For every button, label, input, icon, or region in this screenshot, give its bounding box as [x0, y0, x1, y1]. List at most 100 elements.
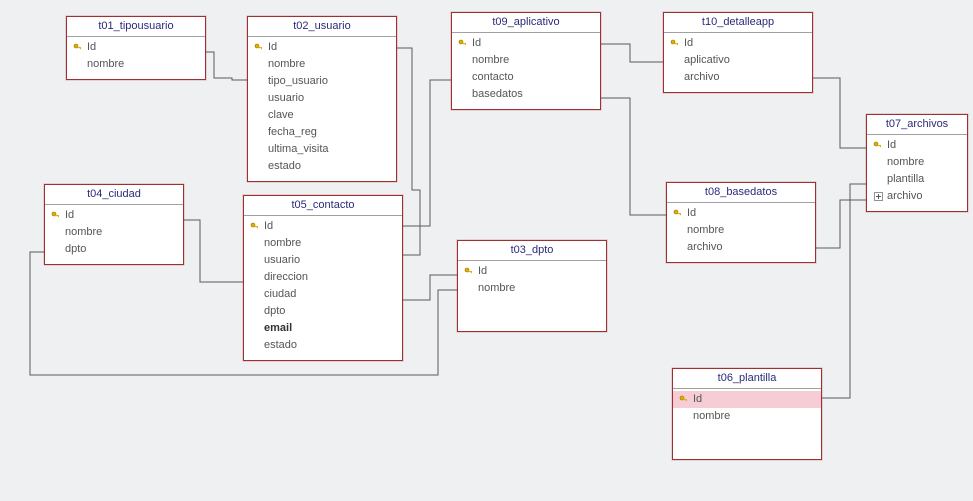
key-icon: [49, 211, 63, 221]
field-name: basedatos: [470, 87, 523, 102]
field-name: nombre: [262, 236, 301, 251]
key-icon: [668, 39, 682, 49]
field-row[interactable]: nombre: [244, 235, 402, 252]
field-name: nombre: [470, 53, 509, 68]
field-row[interactable]: nombre: [248, 56, 396, 73]
field-row[interactable]: estado: [244, 337, 402, 354]
field-row[interactable]: usuario: [244, 252, 402, 269]
field-row[interactable]: nombre: [45, 224, 183, 241]
field-row[interactable]: Id: [244, 218, 402, 235]
field-name: archivo: [685, 240, 722, 255]
table-body: Id nombre plantilla archivo: [867, 135, 967, 211]
field-row[interactable]: Id: [67, 39, 205, 56]
table-t01-tipousuario[interactable]: t01_tipousuario Id nombre: [66, 16, 206, 80]
field-name: estado: [262, 338, 297, 353]
field-row[interactable]: archivo: [867, 188, 967, 205]
field-name: estado: [266, 159, 301, 174]
table-t08-basedatos[interactable]: t08_basedatos Id nombre archivo: [666, 182, 816, 263]
field-name: Id: [885, 138, 896, 153]
table-body: Id aplicativo archivo: [664, 33, 812, 92]
field-row[interactable]: nombre: [673, 408, 821, 425]
table-body: Id nombre: [67, 37, 205, 79]
field-name: nombre: [85, 57, 124, 72]
table-t07-archivos[interactable]: t07_archivos Id nombre plantilla archivo: [866, 114, 968, 212]
field-name: Id: [685, 206, 696, 221]
field-name: direccion: [262, 270, 308, 285]
table-body: Id nombre archivo: [667, 203, 815, 262]
field-name: contacto: [470, 70, 514, 85]
field-row[interactable]: usuario: [248, 90, 396, 107]
field-row[interactable]: nombre: [667, 222, 815, 239]
expand-icon[interactable]: [871, 192, 885, 201]
field-row[interactable]: archivo: [664, 69, 812, 86]
field-row[interactable]: nombre: [867, 154, 967, 171]
table-body: Id nombre contacto basedatos: [452, 33, 600, 109]
key-icon: [252, 43, 266, 53]
field-name: usuario: [266, 91, 304, 106]
field-row[interactable]: clave: [248, 107, 396, 124]
field-row[interactable]: ultima_visita: [248, 141, 396, 158]
table-body: Id nombre: [458, 261, 606, 303]
field-row[interactable]: basedatos: [452, 86, 600, 103]
table-t05-contacto[interactable]: t05_contacto Id nombre usuario direccion…: [243, 195, 403, 361]
field-name: Id: [682, 36, 693, 51]
field-row[interactable]: archivo: [667, 239, 815, 256]
field-row[interactable]: contacto: [452, 69, 600, 86]
field-name: nombre: [885, 155, 924, 170]
field-row[interactable]: Id: [867, 137, 967, 154]
key-icon: [462, 267, 476, 277]
table-t04-ciudad[interactable]: t04_ciudad Id nombre dpto: [44, 184, 184, 265]
field-row-selected[interactable]: Id: [673, 391, 821, 408]
table-t02-usuario[interactable]: t02_usuario Id nombre tipo_usuario usuar…: [247, 16, 397, 182]
field-row[interactable]: dpto: [45, 241, 183, 258]
field-name: tipo_usuario: [266, 74, 328, 89]
field-row[interactable]: nombre: [458, 280, 606, 297]
field-row[interactable]: dpto: [244, 303, 402, 320]
field-row[interactable]: direccion: [244, 269, 402, 286]
field-row[interactable]: nombre: [452, 52, 600, 69]
table-title: t09_aplicativo: [452, 13, 600, 33]
key-icon: [871, 141, 885, 151]
key-icon: [677, 395, 691, 405]
table-title: t06_plantilla: [673, 369, 821, 389]
diagram-canvas: t01_tipousuario Id nombre t02_usuario Id…: [0, 0, 973, 501]
table-t06-plantilla[interactable]: t06_plantilla Id nombre: [672, 368, 822, 460]
field-row[interactable]: Id: [45, 207, 183, 224]
field-row[interactable]: fecha_reg: [248, 124, 396, 141]
key-icon: [671, 209, 685, 219]
field-row[interactable]: tipo_usuario: [248, 73, 396, 90]
field-name: archivo: [682, 70, 719, 85]
table-t03-dpto[interactable]: t03_dpto Id nombre: [457, 240, 607, 332]
field-name: nombre: [691, 409, 730, 424]
table-t10-detalleapp[interactable]: t10_detalleapp Id aplicativo archivo: [663, 12, 813, 93]
field-row[interactable]: Id: [667, 205, 815, 222]
field-name: plantilla: [885, 172, 924, 187]
field-row[interactable]: Id: [664, 35, 812, 52]
table-t09-aplicativo[interactable]: t09_aplicativo Id nombre contacto baseda…: [451, 12, 601, 110]
key-icon: [71, 43, 85, 53]
table-title: t02_usuario: [248, 17, 396, 37]
field-row[interactable]: Id: [248, 39, 396, 56]
field-row[interactable]: plantilla: [867, 171, 967, 188]
field-name: clave: [266, 108, 294, 123]
table-title: t04_ciudad: [45, 185, 183, 205]
field-name: ciudad: [262, 287, 296, 302]
field-row[interactable]: ciudad: [244, 286, 402, 303]
field-row[interactable]: estado: [248, 158, 396, 175]
field-row[interactable]: email: [244, 320, 402, 337]
field-name: nombre: [476, 281, 515, 296]
field-name: email: [262, 321, 292, 336]
field-row[interactable]: nombre: [67, 56, 205, 73]
field-row[interactable]: Id: [458, 263, 606, 280]
table-title: t03_dpto: [458, 241, 606, 261]
table-body: Id nombre: [673, 389, 821, 431]
field-row[interactable]: aplicativo: [664, 52, 812, 69]
field-name: nombre: [266, 57, 305, 72]
field-name: archivo: [885, 189, 922, 204]
field-row[interactable]: Id: [452, 35, 600, 52]
table-body: Id nombre dpto: [45, 205, 183, 264]
field-name: Id: [470, 36, 481, 51]
table-body: Id nombre usuario direccion ciudad dpto …: [244, 216, 402, 360]
table-title: t07_archivos: [867, 115, 967, 135]
table-title: t08_basedatos: [667, 183, 815, 203]
